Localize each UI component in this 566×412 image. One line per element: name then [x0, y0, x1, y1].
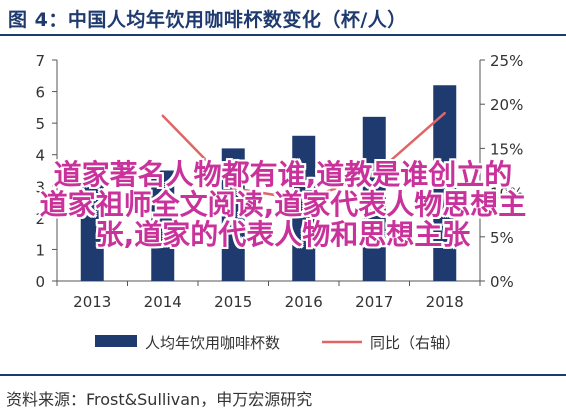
- bar: [433, 85, 457, 281]
- yoy-point: [443, 111, 446, 115]
- overlay-line-2: 道家祖师全文阅读,道家代表人物思想主: [39, 188, 527, 221]
- right-tick-label: 25%: [490, 52, 523, 70]
- x-tick-label: 2013: [73, 293, 111, 311]
- left-tick-label: 3: [35, 178, 45, 196]
- source-note: 资料来源：Frost&Sullivan，申万宏源研究: [6, 390, 313, 409]
- x-tick-label: 2017: [355, 293, 393, 311]
- yoy-point: [161, 114, 164, 117]
- chart-title: 图 4：中国人均年饮用咖啡杯数变化（杯/人）: [8, 9, 407, 31]
- left-tick-label: 0: [35, 273, 45, 291]
- yoy-point: [373, 173, 376, 177]
- yoy-point: [302, 198, 305, 201]
- x-tick-label: 2014: [144, 293, 182, 311]
- legend-bar-label: 人均年饮用咖啡杯数: [145, 334, 280, 352]
- legend-bar-swatch: [95, 335, 137, 347]
- left-tick-label: 5: [35, 115, 45, 133]
- right-tick-label: 5%: [490, 229, 514, 247]
- x-tick-label: 2015: [214, 293, 252, 311]
- bar: [362, 116, 386, 281]
- title-bar: 图 4：中国人均年饮用咖啡杯数变化（杯/人）: [0, 0, 566, 36]
- bar: [80, 183, 104, 281]
- right-tick-label: 20%: [490, 96, 523, 114]
- left-tick-label: 4: [35, 147, 45, 165]
- overlay-line-3: 张,道家的代表人物和思想主张: [95, 218, 471, 251]
- left-tick-label: 1: [35, 241, 45, 259]
- right-tick-label: 15%: [490, 140, 523, 158]
- bar: [292, 135, 316, 281]
- left-tick-label: 7: [35, 52, 45, 70]
- x-tick-label: 2018: [426, 293, 464, 311]
- right-tick-label: 0%: [490, 273, 514, 291]
- x-tick-label: 2016: [285, 293, 323, 311]
- left-tick-label: 2: [35, 210, 45, 228]
- overlay-line-1: 道家著名人物都有谁,道教是谁创立的: [53, 158, 513, 191]
- left-tick-label: 6: [35, 84, 45, 102]
- right-tick-label: 10%: [490, 185, 523, 203]
- source-divider: [0, 374, 566, 376]
- overlay-text: 道家著名人物都有谁,道教是谁创立的 道家祖师全文阅读,道家代表人物思想主 张,道…: [0, 160, 566, 250]
- bar: [151, 170, 175, 281]
- legend-line-label: 同比（右轴）: [370, 334, 460, 352]
- yoy-point: [232, 186, 235, 190]
- chart: 0 1 2 3 4 5 6 7 0% 5% 10% 15% 20% 25% 2013 2014 2015 2016…: [35, 52, 523, 352]
